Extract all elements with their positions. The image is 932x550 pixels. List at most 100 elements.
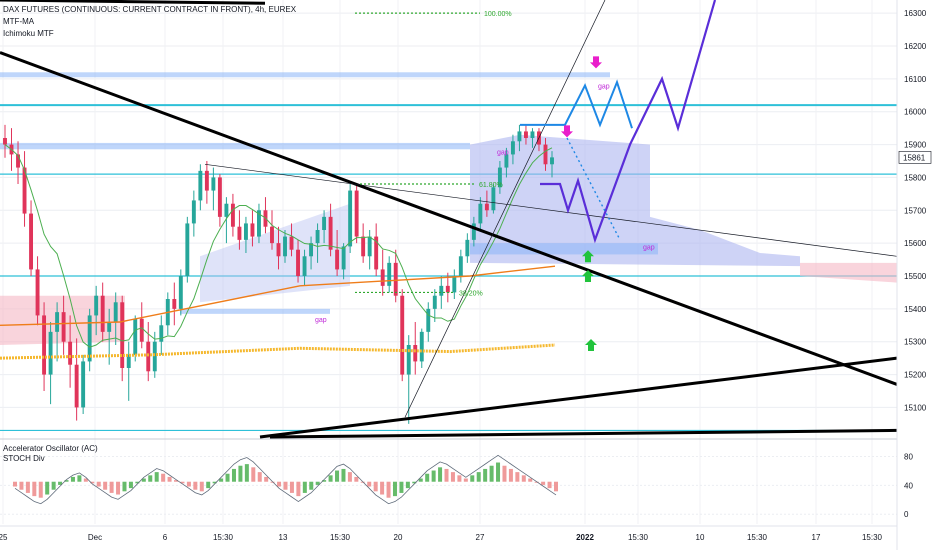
- price-tick-label: 15800: [904, 173, 927, 182]
- time-tick-label: 27: [476, 533, 485, 542]
- candle-body: [367, 236, 372, 257]
- price-tick-label: 15500: [904, 272, 927, 281]
- candle-body: [289, 236, 294, 250]
- time-tick-label: 2022: [576, 533, 594, 542]
- candle-body: [237, 226, 242, 240]
- oscillator-bar: [463, 478, 468, 482]
- price-tick-label: 16000: [904, 108, 927, 117]
- time-tick-label: 15:30: [747, 533, 768, 542]
- oscillator-bar: [32, 481, 37, 497]
- candle-body: [550, 157, 554, 165]
- candle-body: [413, 345, 418, 362]
- oscillator-bar: [212, 481, 217, 484]
- oscillator-bar: [508, 468, 513, 482]
- oscillator-bar: [502, 465, 507, 482]
- price-tick-label: 15900: [904, 141, 927, 150]
- candle-body: [100, 295, 105, 332]
- candle-body: [348, 190, 353, 247]
- candle-body: [224, 203, 229, 217]
- oscillator-bar: [328, 475, 333, 482]
- oscillator-bar: [534, 481, 539, 483]
- candle-body: [510, 141, 515, 155]
- oscillator-bar: [367, 481, 372, 487]
- candle-body: [517, 131, 522, 142]
- oscillator-bar: [341, 468, 346, 482]
- overlay-layer: 100.00% 61.80% 38.20% gap gap gap gap: [0, 0, 898, 439]
- candle-body: [198, 170, 203, 201]
- oscillator-bar: [135, 481, 140, 484]
- candle-body: [146, 341, 151, 372]
- oscillator-bar: [309, 481, 314, 490]
- candle-body: [445, 285, 450, 293]
- candle-body: [139, 318, 144, 342]
- candle-body: [68, 341, 73, 365]
- candle-body: [191, 200, 196, 224]
- oscillator-bar: [186, 481, 191, 487]
- oscillator-bar: [161, 473, 166, 482]
- price-tick-label: 16300: [904, 9, 927, 18]
- candle-body: [283, 236, 287, 257]
- candle-body: [374, 236, 379, 270]
- arrow-down-icon: [590, 56, 602, 69]
- oscillator-bar: [116, 481, 121, 495]
- price-tick-label: 15600: [904, 239, 927, 248]
- oscillator-bar: [38, 481, 43, 498]
- oscillator-bar: [238, 465, 243, 482]
- time-tick-label: 6: [163, 533, 168, 542]
- candles-layer: [3, 124, 554, 424]
- candle-body: [523, 131, 528, 138]
- candle-body: [48, 331, 53, 375]
- arrow-up-icon: [582, 250, 594, 263]
- last-price-label: 15861: [903, 153, 926, 162]
- oscillator-bar: [128, 481, 133, 489]
- candle-body: [302, 256, 307, 276]
- oscillator-bar: [103, 481, 108, 490]
- price-tick-label: 15700: [904, 206, 927, 215]
- candle-body: [484, 203, 489, 211]
- price-tick-label: 15400: [904, 305, 927, 314]
- oscillator-tick-label: 0: [904, 510, 909, 519]
- oscillator-bar: [483, 468, 488, 482]
- candle-body: [406, 345, 411, 375]
- oscillator-bar: [64, 480, 69, 482]
- gap-zone: [180, 308, 330, 314]
- candle-body: [133, 318, 138, 355]
- oscillator-bar: [13, 481, 17, 487]
- candle-body: [243, 223, 248, 240]
- oscillator-bar: [315, 481, 320, 485]
- oscillator-bar: [521, 475, 526, 482]
- oscillator-bar: [225, 473, 230, 482]
- candle-body: [81, 361, 86, 408]
- oscillator-bar: [83, 478, 88, 482]
- candle-body: [341, 246, 346, 270]
- projection-path-purple: [540, 0, 717, 244]
- gap-label: gap: [643, 245, 655, 252]
- moving-average-green: [4, 144, 553, 348]
- oscillator-bar: [380, 481, 385, 495]
- time-tick-label: 25: [0, 533, 8, 542]
- price-tick-label: 15200: [904, 371, 927, 380]
- oscillator-bar: [257, 472, 262, 482]
- oscillator-bar: [264, 476, 269, 482]
- candle-body: [22, 167, 27, 214]
- candle-body: [74, 364, 79, 408]
- candle-body: [211, 177, 216, 191]
- candle-body: [387, 262, 392, 286]
- candle-body: [257, 210, 261, 237]
- oscillator-bar: [70, 476, 75, 482]
- candle-body: [107, 322, 112, 332]
- oscillator-bar: [283, 481, 288, 490]
- candle-body: [419, 331, 424, 362]
- candle-body: [152, 341, 157, 372]
- candle-body: [478, 203, 483, 224]
- oscillator-bar: [77, 475, 82, 482]
- candle-body: [42, 315, 47, 375]
- time-tick-label: 15:30: [213, 533, 234, 542]
- oscillator-bar: [25, 481, 30, 493]
- oscillator-bar: [322, 480, 327, 482]
- oscillator-bar: [405, 481, 410, 489]
- candle-body: [393, 262, 398, 296]
- price-tick-label: 16100: [904, 75, 927, 84]
